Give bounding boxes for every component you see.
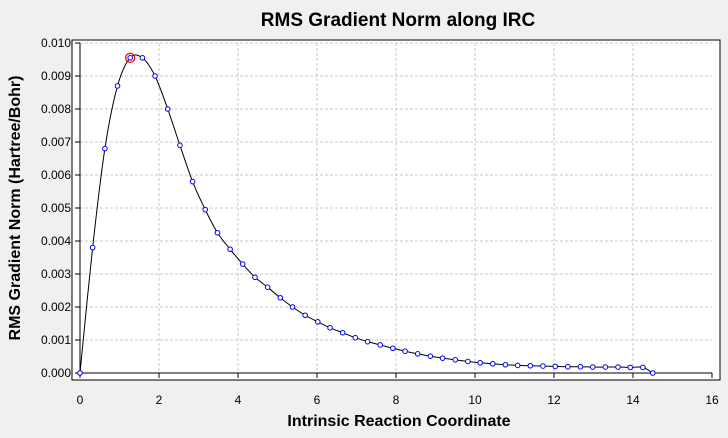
data-point[interactable] [152, 73, 158, 79]
data-point[interactable] [189, 178, 196, 185]
data-point[interactable] [177, 142, 183, 149]
data-point[interactable] [227, 246, 233, 253]
data-point[interactable] [164, 106, 171, 112]
data-point[interactable] [127, 55, 133, 61]
y-tick-label: 0.009 [41, 69, 71, 83]
data-point[interactable] [552, 363, 558, 370]
data-point[interactable] [615, 364, 621, 370]
data-point[interactable] [327, 324, 333, 331]
x-tick-label: 6 [314, 393, 321, 407]
data-point[interactable] [649, 370, 656, 376]
x-tick-label: 0 [77, 393, 84, 407]
data-point[interactable] [102, 145, 108, 152]
data-point[interactable] [565, 363, 571, 370]
data-point[interactable] [352, 334, 359, 341]
data-point[interactable] [390, 345, 396, 352]
data-point[interactable] [577, 363, 584, 370]
data-point[interactable] [502, 361, 509, 368]
x-tick-label: 2 [156, 393, 163, 407]
x-tick-label: 4 [235, 393, 242, 407]
data-point[interactable] [540, 363, 546, 369]
data-point[interactable] [377, 342, 384, 348]
data-point[interactable] [439, 355, 446, 361]
data-point[interactable] [489, 360, 496, 367]
grid-lines [80, 42, 712, 373]
y-tick-label: 0.004 [41, 234, 71, 248]
y-tick-label: 0.010 [41, 36, 71, 50]
y-tick-label: 0.001 [41, 333, 71, 347]
data-point[interactable] [339, 329, 346, 336]
data-point[interactable] [364, 338, 371, 345]
x-tick-label: 14 [626, 393, 640, 407]
data-point[interactable] [627, 364, 634, 371]
highlighted-data-point[interactable] [125, 52, 136, 63]
data-point[interactable] [589, 364, 596, 370]
data-point[interactable] [252, 274, 258, 281]
x-tick-label: 16 [705, 393, 719, 407]
x-tick-label: 10 [468, 393, 482, 407]
data-point[interactable] [477, 359, 483, 366]
data-point[interactable] [289, 304, 296, 310]
y-tick-label: 0.003 [41, 267, 71, 281]
data-point[interactable] [89, 244, 96, 251]
data-point[interactable] [114, 83, 121, 89]
y-tick-label: 0.005 [41, 201, 71, 215]
data-point[interactable] [465, 358, 471, 365]
data-point[interactable] [314, 319, 321, 325]
axes [75, 42, 713, 378]
data-point[interactable] [77, 370, 83, 376]
data-point[interactable] [264, 284, 271, 291]
data-point[interactable] [427, 353, 434, 359]
x-axis-label: Intrinsic Reaction Coordinate [287, 413, 510, 430]
x-tick-label: 8 [393, 393, 400, 407]
series-layer [77, 52, 656, 376]
y-tick-label: 0.008 [41, 102, 71, 116]
data-point[interactable] [302, 312, 308, 319]
data-point[interactable] [527, 362, 534, 369]
y-tick-label: 0.007 [41, 135, 71, 149]
data-point[interactable] [602, 364, 609, 370]
data-point[interactable] [402, 348, 408, 355]
y-axis-label: RMS Gradient Norm (Hartree/Bohr) [7, 76, 24, 341]
data-point[interactable] [452, 357, 459, 363]
data-point[interactable] [640, 364, 646, 371]
chart-title: RMS Gradient Norm along IRC [261, 10, 536, 31]
y-tick-label: 0.006 [41, 168, 71, 182]
y-tick-label: 0.002 [41, 300, 71, 314]
tick-labels: 0 2 4 6 8 10 12 14 16 0.000 0.001 0.002 0.003 0.004 0.… [41, 36, 719, 407]
data-point[interactable] [202, 206, 209, 213]
data-point[interactable] [214, 229, 221, 236]
y-tick-label: 0.000 [41, 366, 71, 380]
data-point[interactable] [239, 261, 246, 267]
data-point[interactable] [414, 351, 421, 357]
x-tick-label: 12 [547, 393, 561, 407]
data-point[interactable] [277, 294, 284, 301]
data-point[interactable] [139, 55, 146, 61]
data-point[interactable] [514, 362, 521, 369]
